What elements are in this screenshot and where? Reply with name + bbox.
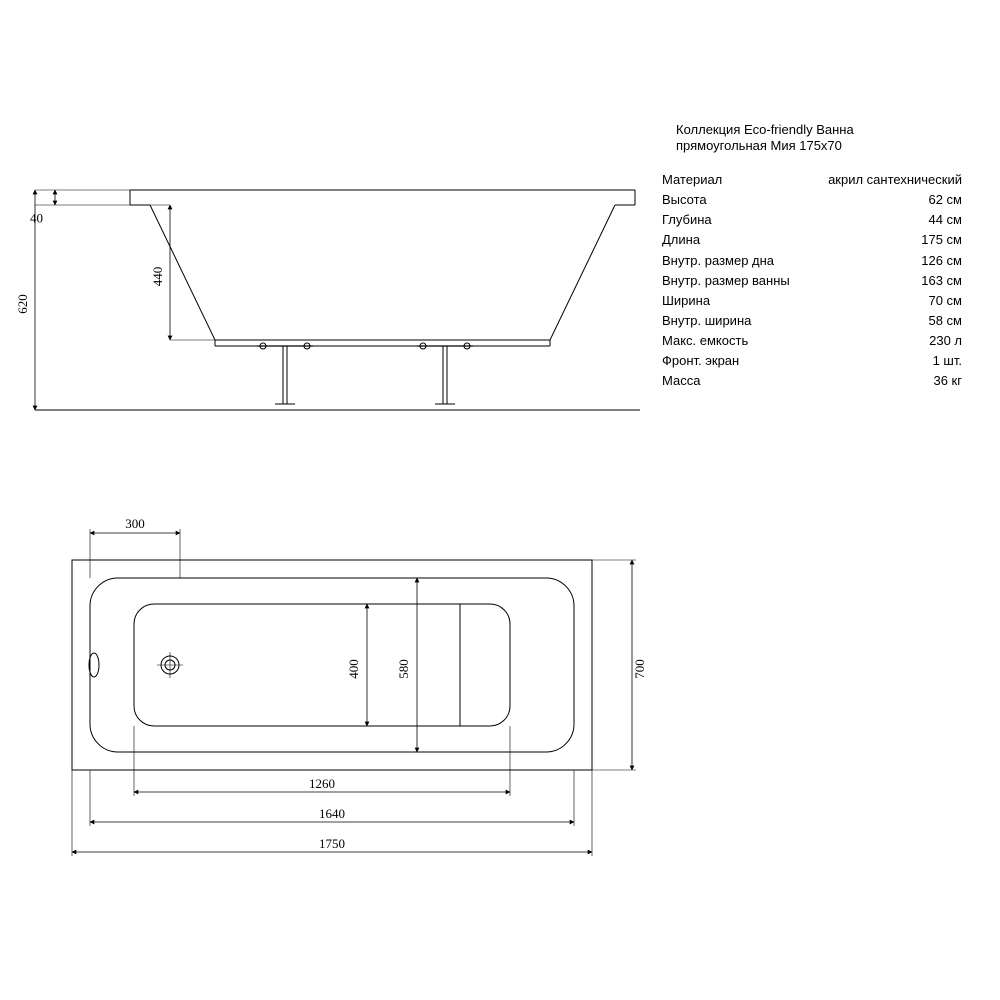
svg-text:700: 700 <box>632 659 647 679</box>
spec-row: Внутр. ширина58 см <box>662 311 962 331</box>
spec-table: Материалакрил сантехнический Высота62 см… <box>662 170 962 392</box>
svg-text:1260: 1260 <box>309 776 335 791</box>
spec-row: Внутр. размер дна126 см <box>662 251 962 271</box>
svg-text:400: 400 <box>346 659 361 679</box>
svg-text:40: 40 <box>30 211 43 226</box>
drawing-title: Коллекция Eco-friendly Ванна прямоугольн… <box>676 122 956 155</box>
title-line2: прямоугольная Мия 175х70 <box>676 138 956 154</box>
spec-row: Глубина44 см <box>662 210 962 230</box>
spec-row: Фронт. экран1 шт. <box>662 351 962 371</box>
title-line1: Коллекция Eco-friendly Ванна <box>676 122 956 138</box>
svg-text:620: 620 <box>15 294 30 314</box>
svg-text:1750: 1750 <box>319 836 345 851</box>
spec-row: Внутр. размер ванны163 см <box>662 271 962 291</box>
side-elevation: 40 620 440 <box>15 190 640 410</box>
spec-row: Материалакрил сантехнический <box>662 170 962 190</box>
svg-text:580: 580 <box>396 659 411 679</box>
plan-view: 300 700 580 400 1260 1640 1750 <box>72 516 647 856</box>
svg-text:440: 440 <box>150 267 165 287</box>
spec-row: Масса36 кг <box>662 371 962 391</box>
spec-row: Макс. емкость230 л <box>662 331 962 351</box>
svg-text:1640: 1640 <box>319 806 345 821</box>
spec-row: Длина175 см <box>662 230 962 250</box>
spec-row: Высота62 см <box>662 190 962 210</box>
svg-text:300: 300 <box>125 516 145 531</box>
spec-row: Ширина70 см <box>662 291 962 311</box>
